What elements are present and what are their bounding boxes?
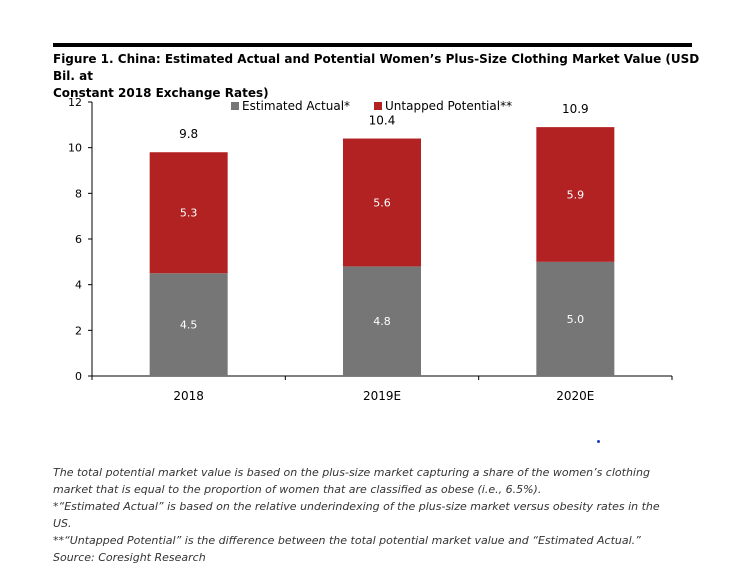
note-line: market that is equal to the proportion o… (53, 483, 542, 496)
legend-label: Untapped Potential** (385, 99, 512, 113)
y-tick-label: 8 (75, 187, 82, 200)
data-label: 4.8 (373, 315, 391, 328)
y-tick-label: 0 (75, 370, 82, 383)
note-line: *“Estimated Actual” is based on the rela… (53, 500, 660, 513)
x-tick-label: 2020E (556, 389, 594, 403)
bars: 4.5 5.3 9.8 4.8 5.6 10.4 5.0 5.9 10.9 (149, 102, 615, 376)
bar-segment-untapped-potential (536, 127, 615, 262)
footnotes: The total potential market value is base… (53, 464, 713, 566)
stray-dot (597, 440, 600, 443)
x-axis: 2018 2019E 2020E (91, 375, 673, 403)
y-tick-label: 12 (68, 96, 82, 109)
y-axis: 0 2 4 6 8 10 12 (68, 96, 93, 383)
bar-segment-estimated-actual (536, 261, 615, 376)
x-tick-label: 2019E (363, 389, 401, 403)
total-label: 10.9 (562, 102, 589, 116)
legend-label: Estimated Actual* (242, 99, 350, 113)
bar-segment-estimated-actual (149, 273, 228, 376)
data-label: 5.9 (567, 188, 585, 201)
x-tick-label: 2018 (173, 389, 204, 403)
bar-segment-untapped-potential (149, 152, 228, 274)
figure-title-line-2: Constant 2018 Exchange Rates) (53, 86, 269, 100)
note-line: **“Untapped Potential” is the difference… (53, 534, 641, 547)
stacked-bar-chart: 0 2 4 6 8 10 12 2018 2019E 2020E 4.5 5.3 9.8 4.8 5.6… (68, 96, 673, 403)
data-label: 4.5 (180, 319, 198, 332)
legend-swatch (231, 102, 239, 110)
source-line: Source: Coresight Research (53, 551, 206, 564)
note-line: The total potential market value is base… (53, 466, 650, 479)
y-tick-label: 2 (75, 324, 82, 337)
y-tick-label: 4 (75, 279, 82, 292)
legend: Estimated Actual* Untapped Potential** (231, 99, 512, 113)
total-label: 10.4 (369, 114, 396, 128)
legend-swatch (374, 102, 382, 110)
total-label: 9.8 (179, 127, 198, 141)
data-label: 5.3 (180, 207, 198, 220)
bar-segment-estimated-actual (343, 266, 421, 376)
data-label: 5.0 (567, 313, 585, 326)
note-line: US. (53, 517, 72, 530)
figure-title-line-1: Figure 1. China: Estimated Actual and Po… (53, 52, 700, 83)
y-tick-label: 10 (68, 142, 82, 155)
bar-segment-untapped-potential (343, 138, 421, 267)
y-tick-label: 6 (75, 233, 82, 246)
data-label: 5.6 (373, 196, 391, 209)
title-rule (53, 43, 692, 47)
figure-title: Figure 1. China: Estimated Actual and Po… (53, 51, 713, 102)
